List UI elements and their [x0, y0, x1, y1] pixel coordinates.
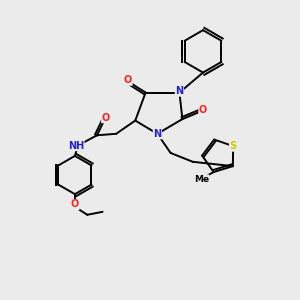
Text: N: N	[153, 129, 161, 139]
Text: N: N	[176, 86, 184, 96]
Text: O: O	[71, 200, 79, 209]
Text: O: O	[199, 105, 207, 115]
Text: Me: Me	[194, 175, 209, 184]
Text: NH: NH	[68, 141, 84, 151]
Text: S: S	[230, 141, 237, 151]
Text: O: O	[102, 112, 110, 123]
Text: O: O	[124, 75, 132, 85]
